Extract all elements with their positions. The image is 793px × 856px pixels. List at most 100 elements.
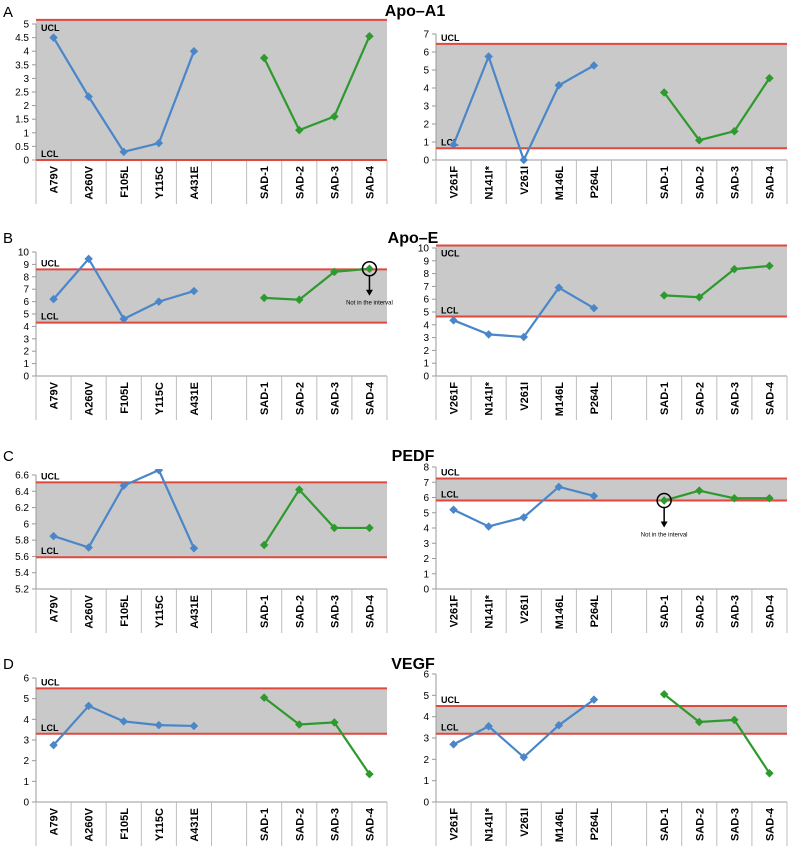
y-tick-label: 1 — [423, 359, 429, 370]
control-band — [36, 482, 387, 558]
x-tick-label: M146L — [554, 595, 566, 630]
x-tick-label: V261I — [519, 595, 531, 624]
y-tick-label: 0 — [423, 798, 429, 809]
data-point — [365, 264, 374, 273]
ucl-label: UCL — [441, 467, 460, 477]
y-tick-label: 0 — [423, 585, 429, 596]
x-tick-label: M146L — [554, 166, 566, 201]
x-tick-label: N141I* — [484, 381, 496, 415]
x-tick-label: F105L — [119, 808, 131, 840]
y-tick-label: 5 — [423, 66, 429, 77]
x-tick-label: A79V — [49, 381, 61, 409]
series-sad-line — [264, 267, 370, 301]
y-tick-label: 7 — [423, 282, 429, 293]
y-tick-label: 2 — [423, 554, 429, 565]
x-tick-label: SAD-3 — [329, 382, 341, 415]
x-tick-label: V261I — [519, 166, 531, 195]
panel-title-d: VEGF — [391, 656, 435, 673]
lcl-label: LCL — [441, 490, 459, 500]
control-band — [36, 269, 387, 323]
y-tick-label: 5 — [423, 508, 429, 519]
x-tick-label: F105L — [119, 166, 131, 198]
ucl-label: UCL — [41, 677, 60, 687]
y-tick-label: 2 — [23, 347, 29, 358]
y-tick-label: 6 — [423, 295, 429, 306]
data-point — [730, 715, 739, 725]
y-tick-label: 6.2 — [15, 503, 29, 514]
y-tick-label: 2 — [423, 120, 429, 131]
x-tick-label: F105L — [119, 595, 131, 627]
y-tick-label: 5.2 — [15, 585, 29, 596]
y-tick-label: 4 — [423, 84, 429, 95]
series-sad-line — [663, 693, 771, 774]
y-tick-label: 3 — [423, 102, 429, 113]
y-tick-label: 1 — [423, 776, 429, 787]
y-tick-label: 5.8 — [15, 536, 29, 547]
y-tick-label: 2 — [423, 346, 429, 357]
x-tick-label: V261I — [519, 808, 531, 837]
data-point — [330, 112, 339, 121]
x-tick-label: A79V — [49, 165, 61, 193]
x-tick-label: SAD-1 — [259, 595, 271, 628]
x-tick-label: Y115C — [154, 595, 166, 628]
panel-title-b: Apo–E — [387, 230, 439, 247]
y-tick-label: 5.6 — [15, 552, 29, 563]
y-tick-label: 3 — [23, 334, 29, 345]
series-sad-line — [664, 264, 770, 299]
panel-letter-c: C — [3, 448, 14, 465]
data-point — [330, 718, 339, 727]
y-tick-label: 0 — [23, 798, 29, 809]
panel-title-a: Apo–A1 — [384, 3, 446, 20]
panel-letter-d: D — [3, 656, 14, 673]
data-point — [119, 717, 128, 726]
annotation-circle — [656, 492, 672, 509]
x-tick-label: SAD-3 — [729, 166, 741, 199]
x-tick-label: SAD-4 — [764, 381, 776, 415]
y-tick-label: 0.5 — [15, 142, 29, 153]
data-point — [365, 31, 374, 41]
x-tick-label: A79V — [49, 594, 61, 622]
panel-letter-b: B — [3, 230, 14, 247]
x-tick-label: N141I* — [484, 807, 496, 841]
data-point — [449, 505, 458, 514]
ucl-label: UCL — [41, 258, 60, 268]
y-tick-label: 5 — [23, 694, 29, 705]
x-tick-label: Y115C — [154, 382, 166, 415]
data-point — [330, 267, 339, 277]
y-tick-label: 0 — [23, 156, 29, 167]
x-tick-label: A431E — [189, 808, 201, 842]
y-tick-label: 1 — [23, 128, 29, 139]
x-tick-label: A431E — [189, 382, 201, 416]
x-tick-label: Y115C — [154, 166, 166, 199]
data-point — [554, 81, 564, 90]
x-tick-label: SAD-4 — [364, 594, 376, 628]
data-point — [730, 264, 739, 274]
data-point — [330, 523, 339, 533]
series-sad-line — [263, 696, 371, 775]
series-sad-line — [263, 35, 371, 132]
data-point — [154, 469, 164, 475]
chart-apo-a1-left: 0 0.5 1 1.5 2 2.5 3 3.5 4 4.5 5 A79V A260V F105L Y115C… — [15, 18, 388, 204]
y-tick-label: 0 — [423, 156, 429, 167]
chart-vegf-left: 0 1 2 3 4 5 6 A79V A260V F105L Y115C A431E SAD-1 SAD-… — [23, 674, 388, 846]
x-tick-label: SAD-2 — [694, 808, 706, 841]
data-point — [730, 126, 739, 136]
x-tick-label: V261F — [449, 382, 461, 415]
x-tick-label: SAD-1 — [659, 808, 671, 841]
annotation-text: Not in the interval — [641, 533, 688, 539]
x-tick-label: P264L — [589, 382, 601, 415]
lcl-label: LCL — [41, 312, 59, 322]
x-tick-label: N141I* — [484, 165, 496, 199]
chart-vegf-right: 0 1 2 3 4 5 6 V261F N141I* V261I M146L P264L SAD-1 SA… — [423, 670, 788, 846]
y-tick-label: 0 — [23, 372, 29, 383]
annotation-arrowhead — [660, 521, 668, 528]
x-tick-label: SAD-1 — [659, 382, 671, 415]
x-tick-label: A260V — [84, 381, 96, 415]
data-point — [484, 522, 493, 531]
y-tick-label: 5 — [23, 310, 29, 321]
y-tick-label: 3 — [23, 74, 29, 85]
x-tick-label: A260V — [84, 165, 96, 199]
data-point — [259, 53, 269, 63]
y-tick-label: 4 — [423, 320, 429, 331]
